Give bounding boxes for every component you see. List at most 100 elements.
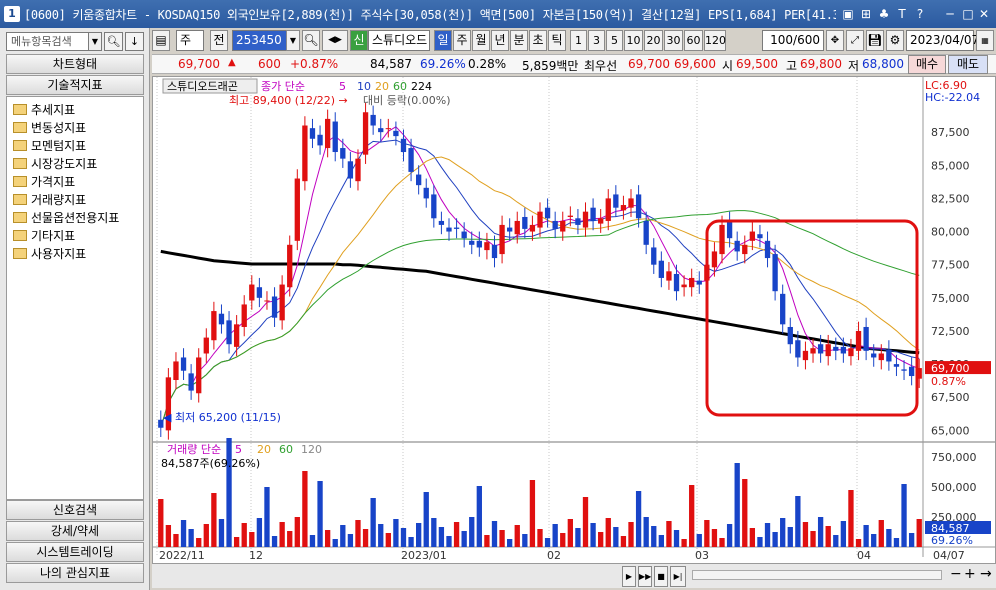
candle-body [871, 353, 877, 358]
volume-bar [908, 533, 915, 547]
volume-bar [567, 519, 573, 547]
save-icon[interactable]: 💾︎ [866, 30, 884, 51]
ma-period-5: 5 [339, 80, 346, 93]
play-icon[interactable]: ▶ [622, 566, 636, 587]
volume-bar [817, 517, 824, 547]
zoom-out-icon[interactable]: − [950, 566, 962, 582]
interval-tab-1[interactable]: 1 [570, 30, 587, 51]
stock-name-field: 스튜디오드 [368, 30, 430, 51]
help-icon[interactable]: ? [916, 7, 924, 21]
candle-body [400, 138, 407, 153]
volume-bar [529, 480, 536, 547]
period-tab-4[interactable]: 분 [510, 30, 528, 51]
candle-body [158, 419, 164, 428]
stock-code-input[interactable]: 253450 [232, 30, 298, 51]
chevron-down-icon[interactable]: ▼ [286, 30, 300, 51]
new-button[interactable]: 신 [350, 30, 368, 51]
sell-button[interactable]: 매도 [948, 55, 988, 74]
tree-item-0[interactable]: 추세지표 [13, 101, 75, 119]
close-icon[interactable]: ✕ [978, 7, 990, 21]
period-tab-2[interactable]: 월 [472, 30, 490, 51]
grid-icon[interactable]: ▤ [152, 30, 170, 51]
price-chart[interactable]: 87,500 85,000 82,500 80,000 77,500 75,000 72,5… [152, 76, 996, 564]
candle-body [196, 357, 202, 394]
period-tab-0[interactable]: 일 [434, 30, 452, 51]
volume-bar [711, 529, 718, 547]
volume-bar [324, 530, 331, 547]
interval-tab-10[interactable]: 10 [624, 30, 643, 51]
tree-item-7[interactable]: 기타지표 [13, 227, 75, 245]
date-input[interactable]: 2023/04/07 [906, 30, 979, 51]
last-volume-tag-bg [925, 521, 991, 534]
interval-tab-5[interactable]: 5 [606, 30, 623, 51]
end-icon[interactable]: ▶| [670, 566, 686, 587]
fast-forward-icon[interactable]: ▶▶ [638, 566, 652, 587]
download-icon[interactable]: ↓ [125, 32, 144, 51]
chevron-down-icon[interactable]: ▼ [88, 32, 102, 51]
font-icon[interactable]: T [898, 7, 906, 21]
sidebar-item-strong-weak[interactable]: 강세/약세 [6, 521, 144, 541]
candle-body [772, 254, 778, 292]
chart-scrollbar[interactable] [692, 570, 942, 580]
volume-bar [309, 535, 316, 547]
interval-tab-20[interactable]: 20 [644, 30, 663, 51]
tile-icon[interactable]: ⊞ [860, 7, 872, 21]
last-volume-pct: 69.26% [931, 534, 973, 547]
zoom-reset-icon[interactable]: → [980, 566, 992, 582]
sidebar-item-system-trading[interactable]: 시스템트레이딩 [6, 542, 144, 562]
period-tab-3[interactable]: 년 [491, 30, 509, 51]
zoom-in-icon[interactable]: + [964, 566, 976, 582]
spin-arrows-icon[interactable]: ◀▶ [322, 30, 348, 51]
volume-bar [241, 523, 247, 547]
interval-tab-120[interactable]: 120 [704, 30, 726, 51]
cursor-icon[interactable]: ⤢ [846, 30, 864, 51]
period-tab-6[interactable]: 틱 [548, 30, 566, 51]
tree-item-2[interactable]: 모멘텀지표 [13, 137, 86, 155]
candle-body [249, 284, 255, 301]
sidebar-item-my-indicators[interactable]: 나의 관심지표 [6, 563, 144, 583]
chart-type-header[interactable]: 차트형태 [6, 54, 144, 74]
tree-item-4[interactable]: 가격지표 [13, 173, 75, 191]
stop-icon[interactable]: ■ [654, 566, 668, 587]
tree-item-6[interactable]: 선물옵션전용지표 [13, 209, 119, 227]
tree-item-1[interactable]: 변동성지표 [13, 119, 86, 137]
volume-bar [780, 518, 786, 547]
maximize-icon[interactable]: □ [962, 7, 974, 21]
chart-canvas[interactable]: 87,500 85,000 82,500 80,000 77,500 75,000 72,5… [153, 77, 995, 563]
price-tick: 75,000 [931, 292, 970, 305]
title-bar: 1 [0600] 키움종합차트 - KOSDAQ150 외국인보유[2,889(… [0, 0, 996, 28]
volume-bar [165, 525, 172, 547]
price-tick: 77,500 [931, 259, 970, 272]
prev-button[interactable]: 전 [210, 30, 228, 51]
zoom-icon[interactable]: ✥ [826, 30, 844, 51]
sidebar-item-signal-search[interactable]: 신호검색 [6, 500, 144, 520]
window-icon[interactable]: ▣ [842, 7, 854, 21]
price-info-row: 69,700 ▲ 600 +0.87% 84,587 69.26% 0.28% … [152, 54, 996, 74]
tree-item-5[interactable]: 거래량지표 [13, 191, 86, 209]
interval-tab-30[interactable]: 30 [664, 30, 683, 51]
candle-body [484, 242, 490, 251]
search-icon[interactable]: 🔍︎ [302, 30, 320, 51]
tree-item-8[interactable]: 사용자지표 [13, 245, 86, 263]
period-tab-1[interactable]: 주 [453, 30, 471, 51]
tech-indicator-header[interactable]: 기술적지표 [6, 75, 144, 95]
minimize-icon[interactable]: ─ [946, 7, 954, 21]
tree-item-3[interactable]: 시장강도지표 [13, 155, 97, 173]
candle-body [279, 284, 285, 321]
calendar-icon[interactable]: ▦ [976, 30, 994, 51]
interval-tab-60[interactable]: 60 [684, 30, 703, 51]
bar-count-input[interactable]: 100/600 [762, 30, 824, 51]
sync-icon[interactable]: ♣ [878, 7, 890, 21]
period-tab-5[interactable]: 초 [529, 30, 547, 51]
search-icon[interactable]: 🔍︎ [104, 32, 123, 51]
interval-tab-3[interactable]: 3 [588, 30, 605, 51]
candle-body [393, 130, 399, 137]
buy-button[interactable]: 매수 [908, 55, 946, 74]
market-select[interactable]: 주 [176, 30, 204, 51]
gear-icon[interactable]: ⚙ [886, 30, 904, 51]
volume-value: 84,587 [370, 57, 412, 71]
menu-search-input[interactable]: 메뉴항목검색 [6, 32, 102, 51]
volume-bar [340, 525, 346, 547]
open-label: 시 [722, 59, 734, 73]
candle-body [696, 280, 702, 285]
